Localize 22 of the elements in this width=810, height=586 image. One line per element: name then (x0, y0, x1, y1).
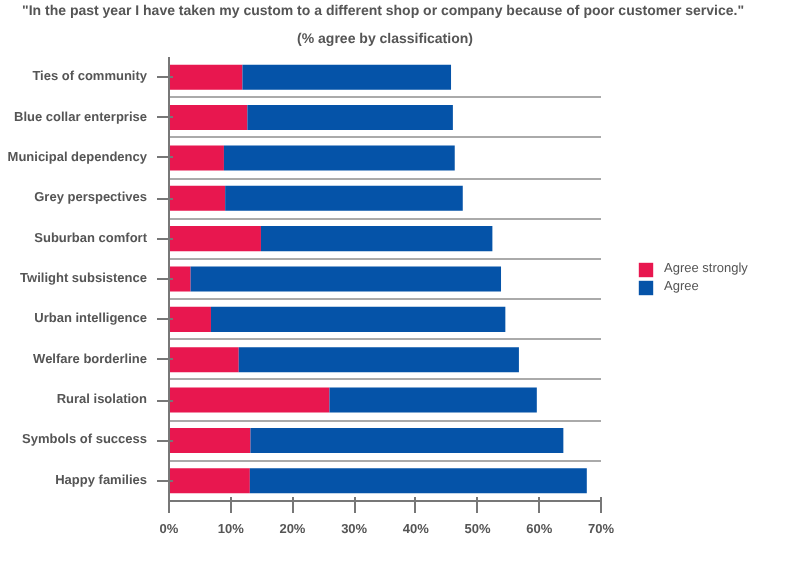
bar (210, 306, 506, 332)
bar (169, 266, 191, 292)
bar (169, 306, 211, 332)
bar (260, 226, 493, 252)
bar (238, 347, 519, 373)
bar (190, 266, 502, 292)
bar (169, 64, 243, 90)
bar (247, 105, 453, 131)
bar (225, 185, 463, 211)
bar (223, 145, 455, 171)
bar (169, 427, 251, 453)
bar (169, 387, 330, 413)
bar (169, 105, 248, 131)
bar (169, 347, 239, 373)
bar (329, 387, 537, 413)
bar (169, 145, 224, 171)
bar (169, 226, 261, 252)
bar (250, 427, 564, 453)
bar (169, 185, 226, 211)
bar (242, 64, 452, 90)
bar (249, 468, 587, 494)
bar (169, 468, 250, 494)
